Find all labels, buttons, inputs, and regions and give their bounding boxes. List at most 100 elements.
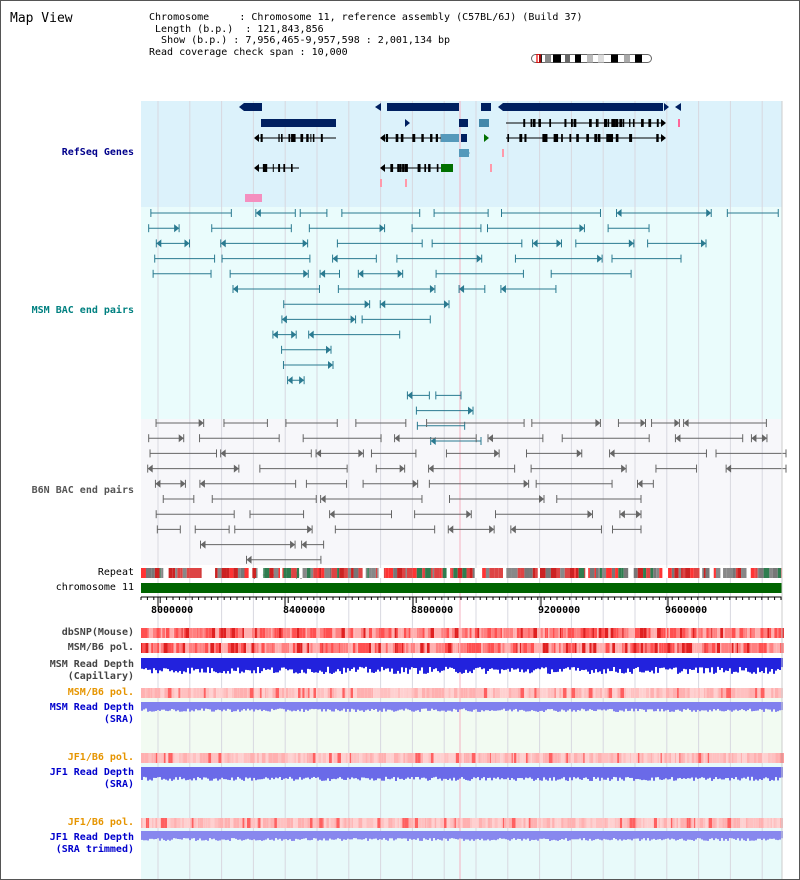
msm-b6-pol-cap-heat xyxy=(182,643,186,653)
b6n-bac-pair xyxy=(675,434,681,443)
msm-depth-sra-bar xyxy=(605,702,607,711)
jf1-b6-pol-heat xyxy=(683,753,685,763)
repeat-mark xyxy=(226,568,230,578)
jf1-b6-pol-trim-heat xyxy=(595,818,599,828)
dbsnp-heat xyxy=(454,628,457,638)
jf1-depth-bar xyxy=(681,767,683,779)
dbsnp-heat xyxy=(365,628,369,638)
jf1-depth-trim-bar xyxy=(537,831,539,841)
jf1-depth-bar xyxy=(241,767,243,780)
dbsnp-heat xyxy=(524,628,529,638)
dbsnp-heat xyxy=(646,628,649,638)
jf1-depth-trim-bar xyxy=(581,831,583,841)
jf1-depth-bar xyxy=(385,767,387,777)
repeat-mark xyxy=(498,568,504,578)
dbsnp-heat xyxy=(580,628,584,638)
jf1-depth-bar xyxy=(713,767,715,780)
msm-depth-cap-bar xyxy=(171,658,173,671)
msm-b6-pol-cap-heat xyxy=(481,643,483,653)
jf1-depth-bar xyxy=(399,767,401,780)
msm-depth-cap-bar xyxy=(199,658,201,673)
jf1-depth-bar xyxy=(599,767,601,781)
jf1-b6-pol-heat xyxy=(305,753,307,763)
repeat-mark xyxy=(682,568,686,578)
dbsnp-heat xyxy=(487,628,492,638)
msm-depth-cap-bar xyxy=(417,658,419,674)
dbsnp-heat xyxy=(669,628,674,638)
msm-depth-sra-bar xyxy=(367,702,369,710)
jf1-depth-bar xyxy=(723,767,725,780)
msm-b6-pol-cap-heat xyxy=(463,643,467,653)
repeat-mark xyxy=(141,568,146,578)
jf1-b6-pol-heat xyxy=(187,753,191,763)
chromosome-ideogram[interactable] xyxy=(531,54,652,63)
jf1-depth-bar xyxy=(605,767,607,780)
jf1-depth-bar xyxy=(557,767,559,780)
jf1-b6-pol-trim-heat xyxy=(490,818,492,828)
jf1-b6-pol-trim-heat xyxy=(699,818,704,828)
msm-b6-pol-cap-heat xyxy=(266,643,270,653)
msm-depth-sra-bar xyxy=(543,702,545,712)
jf1-depth-trim-bar xyxy=(543,831,545,839)
msm-depth-sra-bar xyxy=(173,702,175,710)
dbsnp-heat xyxy=(332,628,336,638)
dbsnp-heat xyxy=(513,628,516,638)
msm-depth-sra-bar xyxy=(533,702,535,711)
jf1-depth-bar xyxy=(353,767,355,779)
jf1-depth-bar xyxy=(453,767,455,778)
msm-depth-sra-bar xyxy=(569,702,571,710)
msm-b6-pol-cap-heat xyxy=(521,643,524,653)
msm-depth-sra-bar xyxy=(767,702,769,710)
jf1-depth-trim-bar xyxy=(419,831,421,841)
msm-b6-pol-sra-heat xyxy=(253,688,255,698)
msm-b6-pol-cap-heat xyxy=(202,643,205,653)
msm-depth-sra-bar xyxy=(449,702,451,711)
jf1-depth-trim-bar xyxy=(499,831,501,839)
msm-depth-sra-bar xyxy=(651,702,653,710)
msm-bac-pair xyxy=(281,315,287,324)
dbsnp-heat xyxy=(481,628,484,638)
msm-depth-sra-bar xyxy=(415,702,417,711)
jf1-b6-pol-trim-heat xyxy=(742,818,746,828)
jf1-b6-pol-heat xyxy=(568,753,571,763)
msm-depth-sra-bar xyxy=(141,702,143,711)
msm-b6-pol-cap-heat xyxy=(405,643,409,653)
jf1-b6-pol-heat xyxy=(247,753,250,763)
gene-block xyxy=(245,194,262,202)
jf1-b6-pol-heat xyxy=(547,753,549,763)
msm-depth-cap-bar xyxy=(647,658,649,671)
msm-b6-pol-sra-heat xyxy=(444,688,449,698)
jf1-b6-pol-heat xyxy=(577,753,581,763)
jf1-depth-bar xyxy=(709,767,711,778)
msm-depth-sra-bar xyxy=(429,702,431,711)
dbsnp-heat xyxy=(743,628,746,638)
jf1-depth-trim-bar xyxy=(593,831,595,841)
gene-block xyxy=(678,119,680,127)
gene-block xyxy=(441,164,453,172)
axis-tick-label: 8800000 xyxy=(411,605,454,616)
msm-depth-cap-bar xyxy=(347,658,349,669)
msm-depth-sra-bar xyxy=(771,702,773,712)
msm-depth-sra-bar xyxy=(399,702,401,710)
gene-exon xyxy=(430,134,433,142)
jf1-b6-pol-heat xyxy=(296,753,298,763)
msm-b6-pol-sra-heat xyxy=(467,688,470,698)
msm-b6-pol-sra-heat xyxy=(304,688,307,698)
msm-b6-pol-sra-heat xyxy=(678,688,683,698)
jf1-b6-pol-trim-heat xyxy=(280,818,284,828)
repeat-mark xyxy=(401,568,406,578)
jf1-depth-trim-bar xyxy=(555,831,557,841)
jf1-b6-pol-heat xyxy=(554,753,558,763)
msm-b6-pol-cap-heat xyxy=(686,643,689,653)
dbsnp-heat xyxy=(384,628,389,638)
msm-depth-cap-bar xyxy=(339,658,341,672)
jf1-b6-pol-heat xyxy=(731,753,734,763)
gene-exon xyxy=(404,164,408,172)
jf1-depth-trim-bar xyxy=(145,831,147,841)
dbsnp-heat xyxy=(310,628,313,638)
jf1-depth-trim-bar xyxy=(767,831,769,840)
msm-depth-cap-bar xyxy=(779,658,781,670)
gene-exon xyxy=(395,134,398,142)
jf1-depth-bar xyxy=(765,767,767,778)
